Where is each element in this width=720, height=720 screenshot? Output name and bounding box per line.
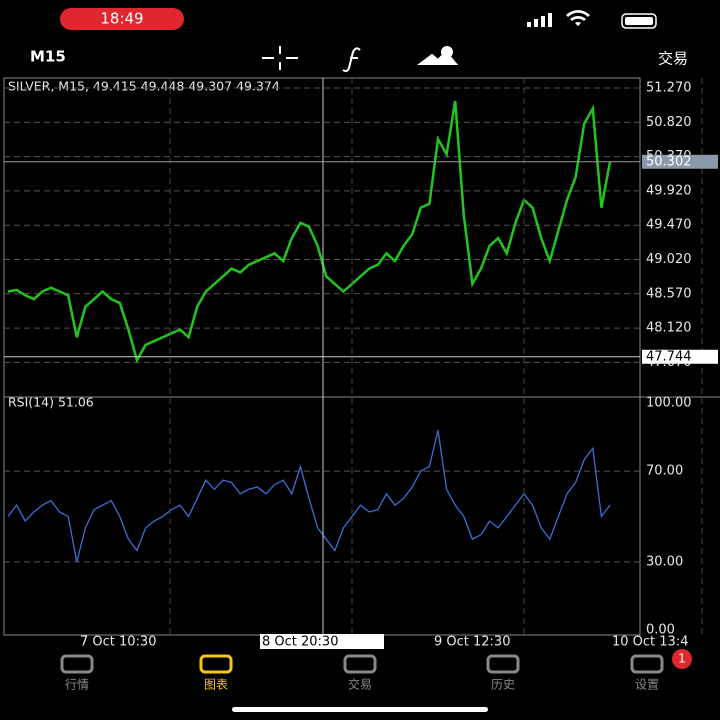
y-tick-label: 48.120 [646,321,692,336]
y-tick-label: 100.00 [646,396,692,411]
x-tick-label: 9 Oct 12:30 [434,635,510,650]
x-label-highlight [260,634,384,649]
y-tick-label: 0.00 [646,623,675,638]
toolbar-icons[interactable] [262,46,459,73]
x-tick-label: 10 Oct 13:4 [612,635,688,650]
nav-label[interactable]: 图表 [204,678,228,692]
y-tick-label: 49.020 [646,252,692,267]
crosshair-label-box [642,349,718,364]
y-tick-label: 30.00 [646,554,683,569]
x-tick-label: 7 Oct 10:30 [80,635,156,650]
timeframe[interactable]: M15 [30,48,66,66]
y-tick-label: 50.820 [646,115,692,130]
nav-label[interactable]: 交易 [348,677,372,692]
nav-label[interactable]: 行情 [65,678,89,692]
x-tick-label: 8 Oct 20:30 [262,635,338,650]
y-tick-label: 70.00 [646,464,683,479]
time-pill [60,8,184,30]
nav-label[interactable]: 设置 [635,678,659,692]
nav-icon [199,654,233,674]
rsi-header: RSI(14) 51.06 [8,395,94,410]
current-price-label: 50.302 [646,154,692,169]
home-indicator [232,707,488,712]
nav-icon [60,654,94,674]
crosshair-label: 47.744 [646,349,692,364]
status-time: 18:49 [100,10,143,28]
rsi-line [7,430,611,563]
status-icons [527,10,657,29]
nav-label[interactable]: 历史 [491,678,515,692]
y-tick-label: 48.570 [646,286,692,301]
y-tick-label: 49.470 [646,218,692,233]
current-price-box [642,154,718,169]
price-header: SILVER, M15, 49.415 49.448 49.307 49.374 [8,79,280,94]
y-tick-label: 49.920 [646,183,692,198]
nav-icon [486,654,520,674]
price-line [7,100,612,364]
y-tick-label: 51.270 [646,80,692,95]
nav-badge-text: 1 [678,652,686,666]
nav-badge [672,649,692,669]
nav-icon [343,654,377,674]
trade-button[interactable]: 交易 [658,50,688,68]
nav-icon [630,654,664,674]
